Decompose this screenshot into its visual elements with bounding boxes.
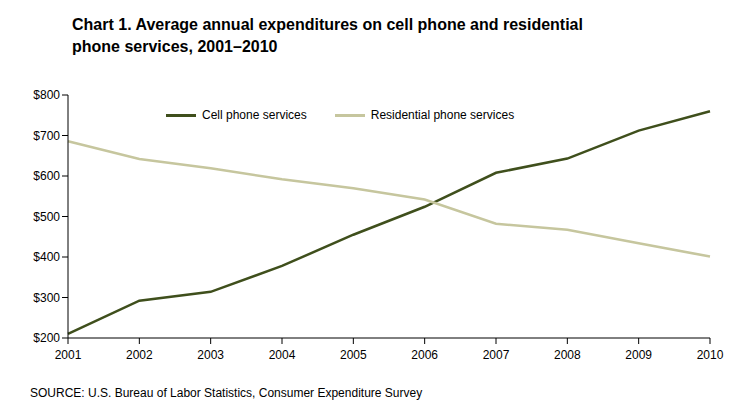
svg-text:2008: 2008	[554, 348, 581, 362]
svg-text:2009: 2009	[625, 348, 652, 362]
svg-text:$200: $200	[33, 331, 60, 345]
svg-text:2002: 2002	[126, 348, 153, 362]
svg-text:$700: $700	[33, 129, 60, 143]
svg-text:2001: 2001	[55, 348, 82, 362]
svg-text:2006: 2006	[411, 348, 438, 362]
svg-text:$400: $400	[33, 250, 60, 264]
html-text:Cell phone services: Cell phone services	[202, 108, 307, 122]
svg-text:2005: 2005	[340, 348, 367, 362]
svg-text:2003: 2003	[197, 348, 224, 362]
svg-text:$300: $300	[33, 291, 60, 305]
html-text:Chart 1. Average annual expend: Chart 1. Average annual expenditures on …	[72, 16, 588, 55]
svg-text:2004: 2004	[269, 348, 296, 362]
html-text:Residential phone services: Residential phone services	[370, 108, 515, 122]
svg-text:$600: $600	[33, 169, 60, 183]
svg-text:$800: $800	[33, 88, 60, 102]
html-text:SOURCE: U.S. Bureau of Labor S: SOURCE: U.S. Bureau of Labor Statistics,…	[30, 386, 423, 400]
svg-text:$500: $500	[33, 210, 60, 224]
svg-text:2010: 2010	[697, 348, 724, 362]
svg-text:2007: 2007	[483, 348, 510, 362]
